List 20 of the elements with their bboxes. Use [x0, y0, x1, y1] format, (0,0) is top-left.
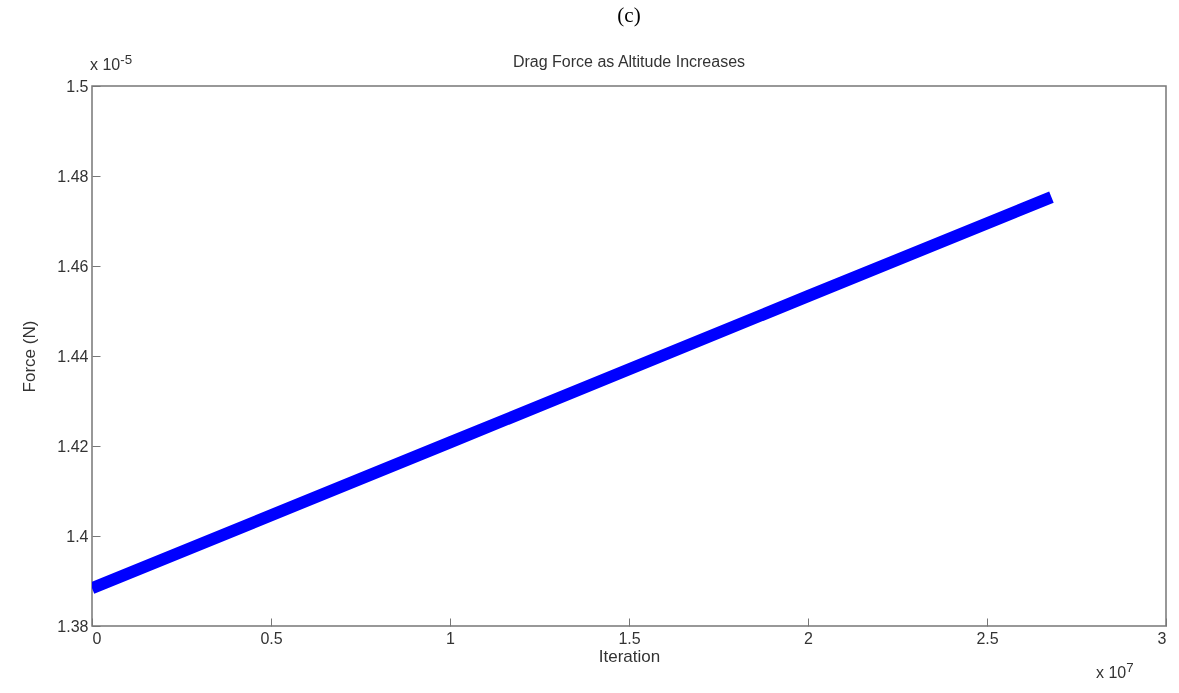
x-tick-label: 3	[1157, 629, 1167, 647]
text: x 10$^{-5}$	[90, 52, 133, 75]
y-tick-label: 1.46	[57, 257, 89, 275]
y-tick-label: 1.48	[57, 167, 89, 185]
x-tick-label: 0.5	[260, 629, 283, 647]
x-axis-title: Iteration	[598, 646, 661, 666]
chart-title: (c)	[617, 3, 641, 27]
text: x 10$^{7}$	[1096, 660, 1134, 683]
x-tick-label: 1.5	[618, 629, 641, 647]
x-tick-label: 0	[92, 629, 102, 647]
y-tick-label: 1.5	[66, 77, 89, 95]
chart-subtitle: Drag Force as Altitude Increases	[512, 53, 746, 70]
x-tick-label: 2.5	[976, 629, 999, 647]
y-axis-title: Force (N)	[20, 320, 40, 393]
y-tick-label: 1.42	[57, 437, 89, 455]
y-tick-label: 1.4	[66, 527, 89, 545]
x-tick-label: 2	[804, 629, 814, 647]
y-tick-label: 1.38	[57, 617, 89, 635]
y-tick-label: 1.44	[57, 347, 89, 365]
x-tick-label: 1	[446, 629, 456, 647]
